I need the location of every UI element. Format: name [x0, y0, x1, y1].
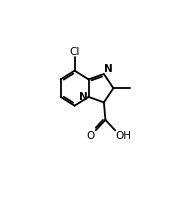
- Text: OH: OH: [116, 131, 132, 141]
- Text: O: O: [87, 131, 95, 141]
- Text: N: N: [104, 64, 113, 74]
- Text: Cl: Cl: [69, 47, 80, 57]
- Text: N: N: [79, 92, 88, 102]
